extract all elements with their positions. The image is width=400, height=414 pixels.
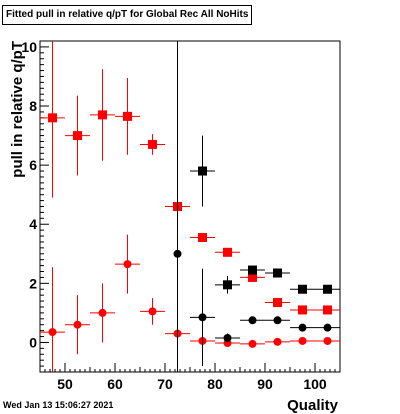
data-point-circle bbox=[48, 328, 57, 337]
data-layer bbox=[40, 41, 340, 372]
y-tick-label: 10 bbox=[21, 39, 37, 55]
series-2 bbox=[177, 41, 340, 372]
data-point-square bbox=[148, 139, 157, 149]
y-axis-title: pull in relative q/pT bbox=[9, 41, 26, 178]
data-point-square bbox=[123, 111, 132, 121]
data-point-circle bbox=[273, 337, 282, 346]
data-point-square bbox=[198, 233, 207, 243]
x-tick-label: 70 bbox=[157, 376, 173, 392]
y-tick-label: 0 bbox=[29, 334, 37, 350]
timestamp-footer: Wed Jan 13 15:06:27 2021 bbox=[3, 400, 114, 410]
x-tick-label: 100 bbox=[303, 376, 327, 392]
data-point-square bbox=[248, 265, 257, 275]
data-point-square bbox=[223, 280, 232, 290]
data-point-square bbox=[298, 284, 307, 294]
data-point-square bbox=[323, 305, 332, 315]
y-tick-label: 6 bbox=[29, 157, 37, 173]
series-3 bbox=[173, 249, 340, 367]
data-point-circle bbox=[73, 320, 82, 329]
series-1 bbox=[40, 234, 340, 372]
data-point-circle bbox=[273, 316, 282, 325]
data-point-square bbox=[248, 272, 257, 282]
data-point-circle bbox=[148, 307, 157, 316]
data-point-circle bbox=[198, 313, 207, 322]
data-point-square bbox=[73, 131, 82, 141]
y-tick-label: 4 bbox=[29, 216, 37, 232]
data-point-square bbox=[48, 113, 57, 123]
data-point-square bbox=[223, 247, 232, 257]
x-tick-label: 50 bbox=[57, 376, 73, 392]
y-tick-label: 2 bbox=[29, 275, 37, 291]
y-tick-label: 8 bbox=[29, 98, 37, 114]
x-tick-label: 80 bbox=[207, 376, 223, 392]
x-axis-title: Quality bbox=[287, 397, 339, 414]
data-point-square bbox=[323, 284, 332, 294]
data-point-circle bbox=[323, 323, 332, 332]
chart-title: Fitted pull in relative q/pT for Global … bbox=[2, 5, 253, 25]
x-tick-label: 90 bbox=[257, 376, 273, 392]
data-point-square bbox=[298, 305, 307, 315]
x-tick-label: 60 bbox=[107, 376, 123, 392]
data-point-circle bbox=[173, 249, 182, 258]
data-point-circle bbox=[298, 323, 307, 332]
data-point-circle bbox=[98, 308, 107, 317]
data-point-circle bbox=[323, 336, 332, 345]
data-point-circle bbox=[248, 316, 257, 325]
data-point-square bbox=[198, 166, 207, 176]
data-point-circle bbox=[223, 334, 232, 343]
data-point-square bbox=[273, 268, 282, 278]
data-point-square bbox=[273, 298, 282, 308]
data-point-circle bbox=[123, 260, 132, 269]
series-0 bbox=[40, 41, 340, 315]
data-point-square bbox=[98, 110, 107, 120]
data-point-circle bbox=[298, 336, 307, 345]
data-point-circle bbox=[248, 339, 257, 348]
